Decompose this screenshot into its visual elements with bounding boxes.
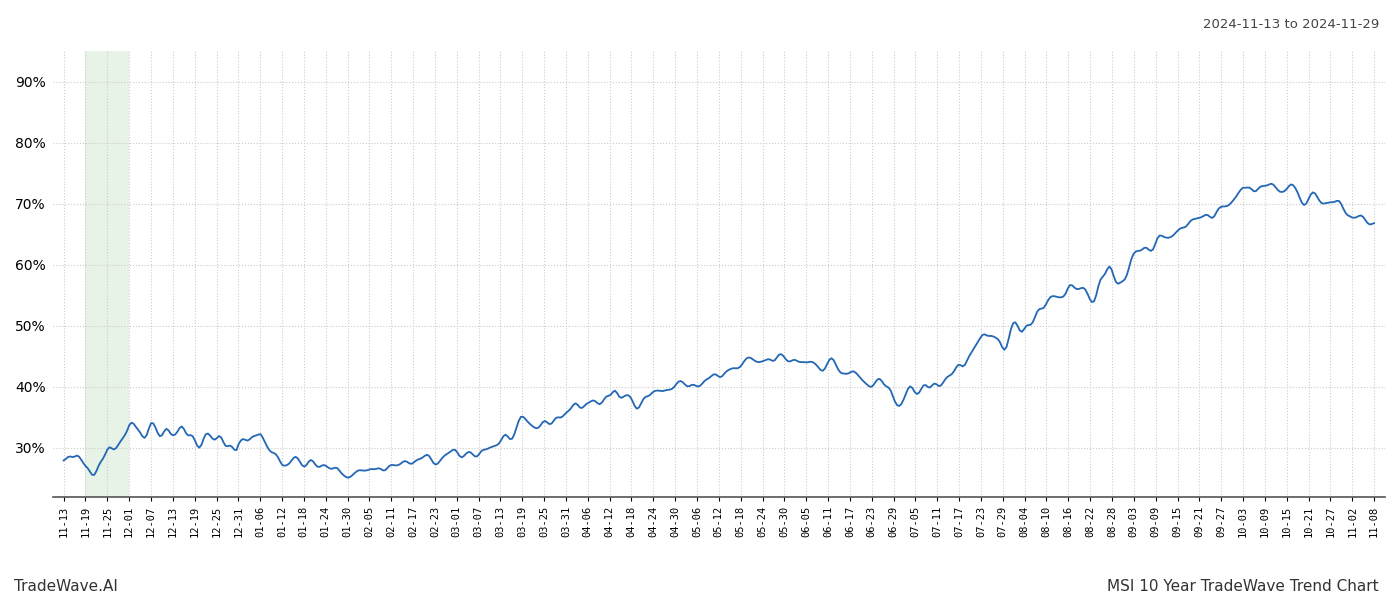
Text: MSI 10 Year TradeWave Trend Chart: MSI 10 Year TradeWave Trend Chart [1107,579,1379,594]
Text: 2024-11-13 to 2024-11-29: 2024-11-13 to 2024-11-29 [1203,18,1379,31]
Bar [85,51,129,497]
Text: TradeWave.AI: TradeWave.AI [14,579,118,594]
